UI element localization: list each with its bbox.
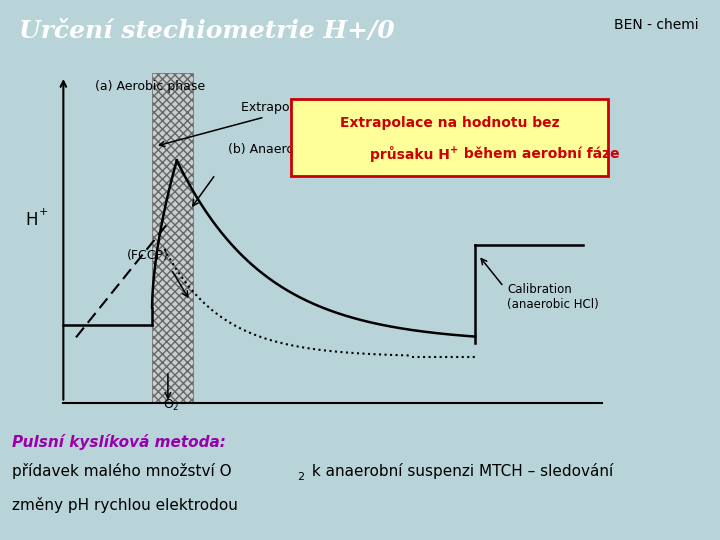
Text: (FCCP): (FCCP) [127, 248, 168, 262]
Text: (b) Anaerobic phase: (b) Anaerobic phase [228, 143, 354, 157]
Text: 2: 2 [297, 472, 304, 482]
Text: během aerobní fáze: během aerobní fáze [459, 147, 620, 161]
Text: BEN - chemi: BEN - chemi [613, 18, 698, 32]
Bar [152, 72, 193, 403]
FancyBboxPatch shape [292, 99, 608, 176]
Text: Calibration
(anaerobic HCl): Calibration (anaerobic HCl) [507, 284, 598, 311]
Text: H: H [25, 211, 38, 229]
Text: změny pH rychlou elektrodou: změny pH rychlou elektrodou [12, 497, 238, 513]
Text: Určení stechiometrie H+/0: Určení stechiometrie H+/0 [19, 19, 395, 43]
Text: +: + [450, 145, 458, 154]
Text: průsaku H: průsaku H [370, 146, 450, 162]
Bar [152, 72, 193, 403]
Text: Extrapolace na hodnotu bez: Extrapolace na hodnotu bez [340, 116, 559, 130]
Text: Pulsní kyslíková metoda:: Pulsní kyslíková metoda: [12, 434, 226, 450]
Text: k anaerobní suspenzi MTCH – sledování: k anaerobní suspenzi MTCH – sledování [307, 463, 613, 479]
Text: (a) Aerobic phase: (a) Aerobic phase [95, 80, 205, 93]
Text: $\mathregular{O_2}$: $\mathregular{O_2}$ [163, 398, 179, 413]
Text: Extrapolated trace: Extrapolated trace [160, 101, 358, 146]
Text: +: + [38, 207, 48, 217]
Text: přídavek malého množství O: přídavek malého množství O [12, 463, 232, 479]
